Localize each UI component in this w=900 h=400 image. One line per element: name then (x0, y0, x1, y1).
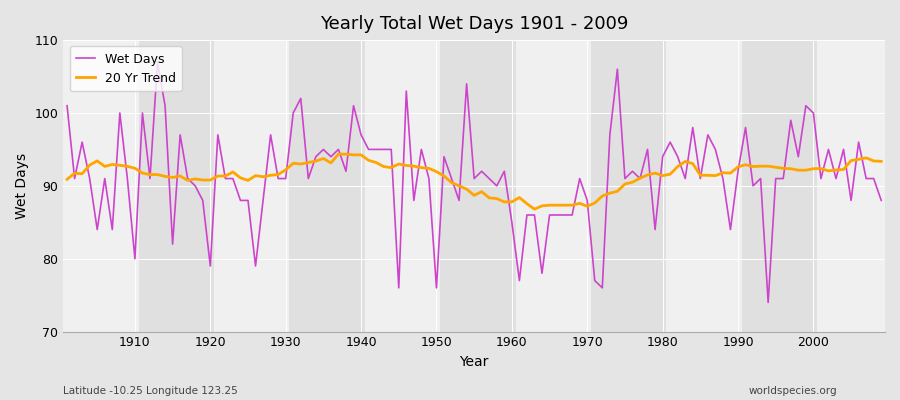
20 Yr Trend (288, 161, 299, 166)
Wet Days (122, 176, 133, 181)
Wet Days (507, 220, 517, 225)
Bar (742, 40, 817, 332)
Wet Days (62, 103, 73, 108)
Wet Days (152, 60, 163, 64)
Bar (290, 40, 364, 332)
Line: Wet Days: Wet Days (68, 62, 881, 302)
20 Yr Trend (514, 195, 525, 200)
Wet Days (605, 132, 616, 137)
Bar (440, 40, 516, 332)
20 Yr Trend (612, 189, 623, 194)
Wet Days (295, 96, 306, 101)
Wet Days (514, 278, 525, 283)
20 Yr Trend (122, 164, 133, 169)
Bar (63, 40, 139, 332)
20 Yr Trend (507, 200, 517, 204)
Bar (666, 40, 742, 332)
Bar (591, 40, 666, 332)
Wet Days (876, 198, 886, 203)
Wet Days (763, 300, 774, 305)
Bar (214, 40, 290, 332)
Bar (139, 40, 214, 332)
Wet Days (340, 169, 351, 174)
Bar (817, 40, 885, 332)
Text: Latitude -10.25 Longitude 123.25: Latitude -10.25 Longitude 123.25 (63, 386, 238, 396)
Y-axis label: Wet Days: Wet Days (15, 153, 29, 219)
20 Yr Trend (62, 177, 73, 182)
Line: 20 Yr Trend: 20 Yr Trend (68, 154, 881, 209)
Title: Yearly Total Wet Days 1901 - 2009: Yearly Total Wet Days 1901 - 2009 (320, 15, 628, 33)
Text: worldspecies.org: worldspecies.org (749, 386, 837, 396)
20 Yr Trend (876, 159, 886, 164)
Legend: Wet Days, 20 Yr Trend: Wet Days, 20 Yr Trend (69, 46, 182, 91)
20 Yr Trend (340, 152, 351, 156)
20 Yr Trend (529, 207, 540, 212)
Bar (516, 40, 591, 332)
X-axis label: Year: Year (460, 355, 489, 369)
20 Yr Trend (333, 152, 344, 156)
Bar (364, 40, 440, 332)
